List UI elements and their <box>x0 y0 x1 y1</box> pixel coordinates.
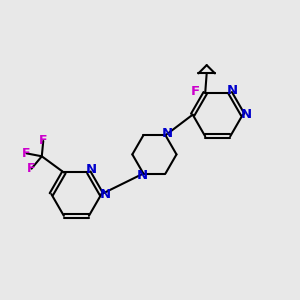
Text: F: F <box>22 147 31 160</box>
Text: N: N <box>136 169 148 182</box>
Text: N: N <box>100 188 111 201</box>
Text: N: N <box>85 163 97 176</box>
Text: N: N <box>161 127 172 140</box>
Text: F: F <box>27 162 36 175</box>
Text: N: N <box>227 83 238 97</box>
Text: N: N <box>241 108 252 121</box>
Text: F: F <box>190 85 200 98</box>
Text: F: F <box>39 134 47 148</box>
